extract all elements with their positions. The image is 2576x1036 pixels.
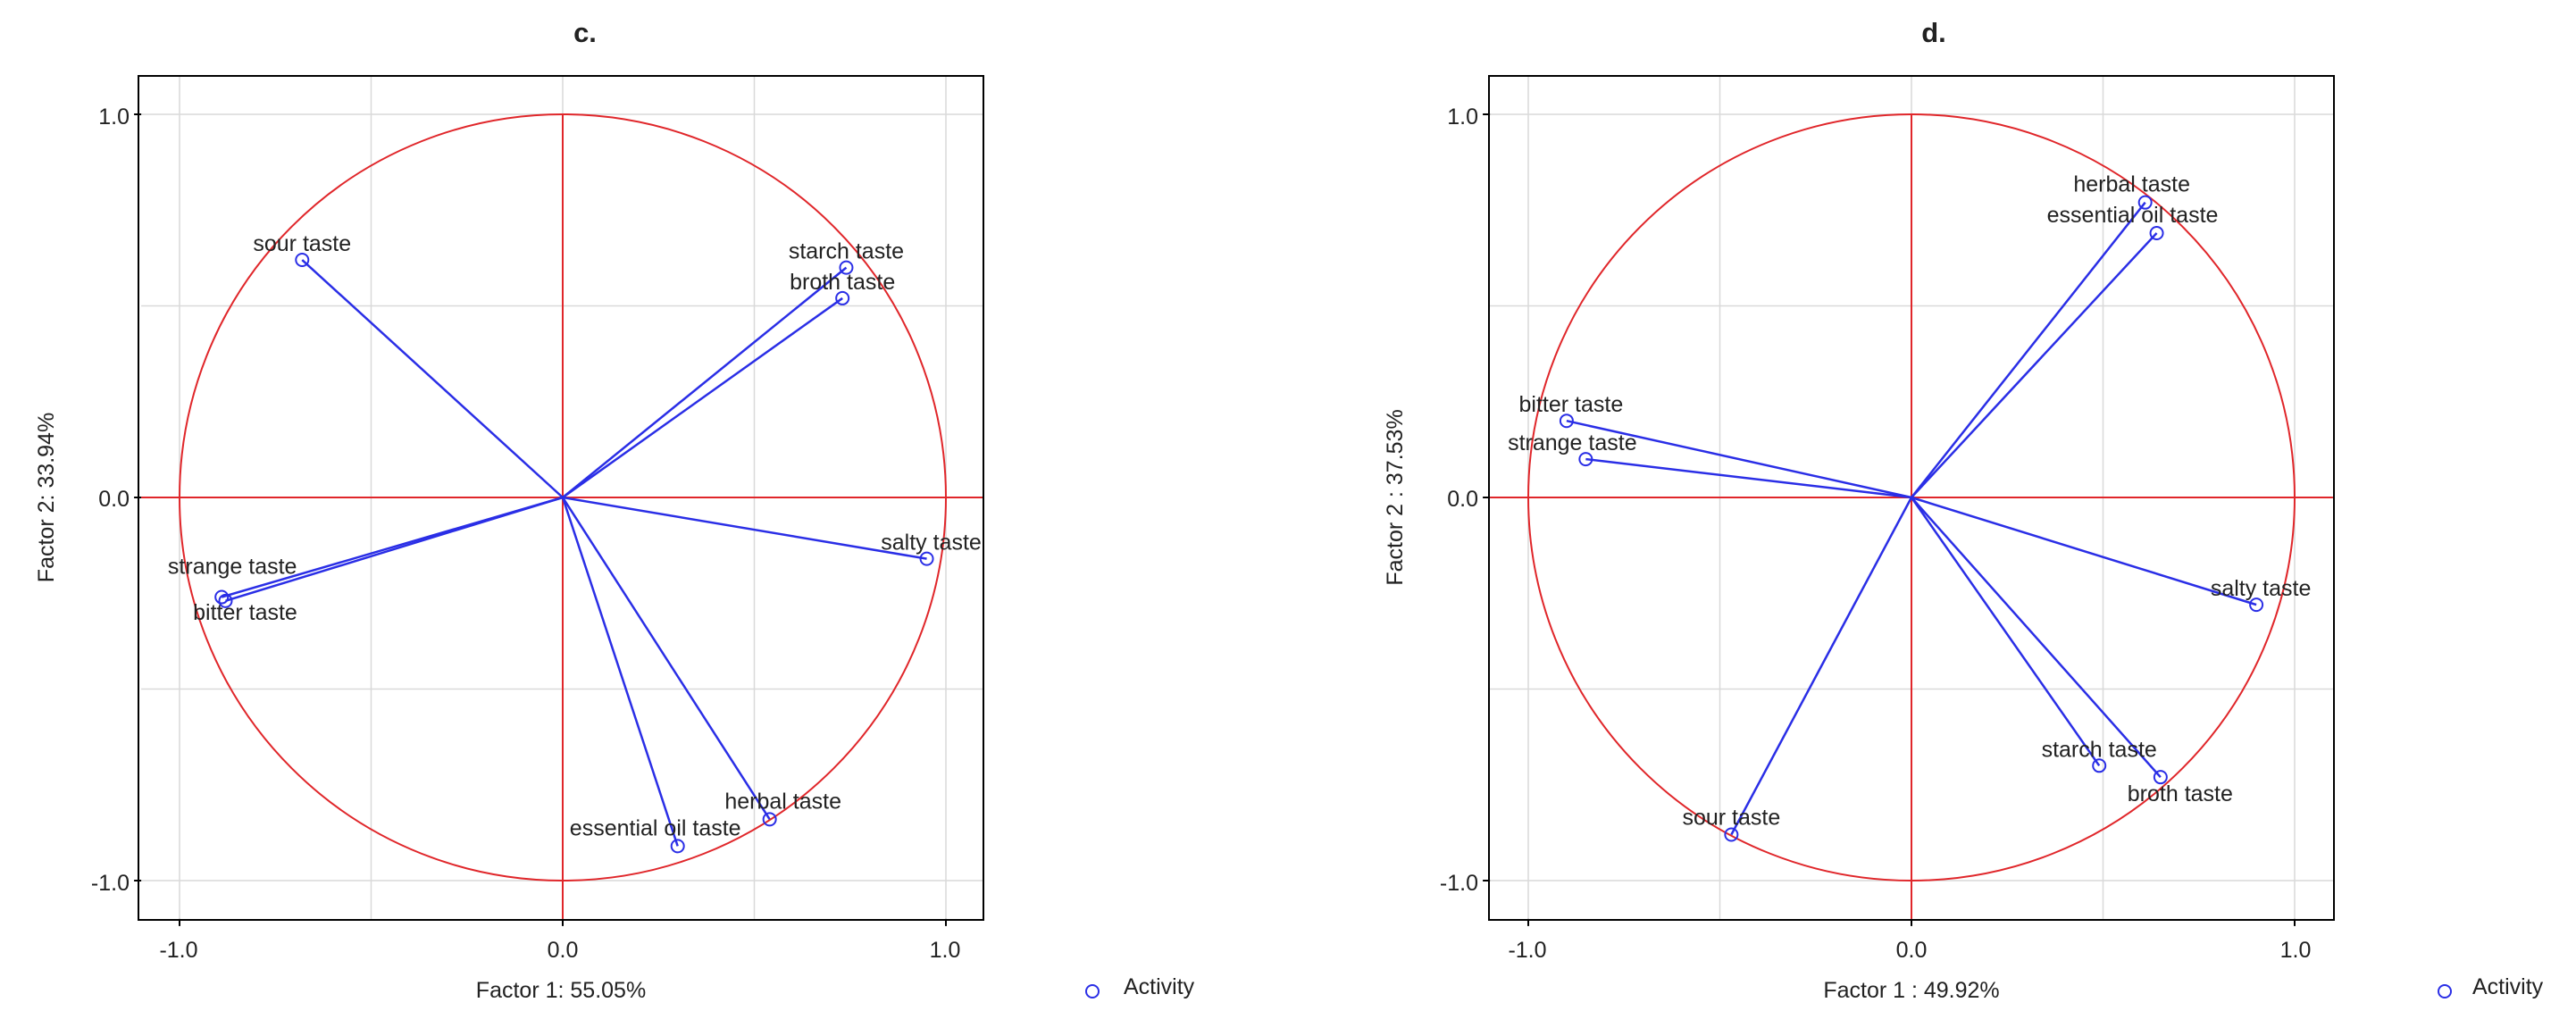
x-tick-label: 1.0 <box>930 938 961 963</box>
variable-label: sour taste <box>253 231 351 256</box>
variable-label: salty taste <box>2211 576 2312 601</box>
chart-title: d. <box>1921 17 1946 48</box>
vector-line <box>1911 497 2162 779</box>
variable-label: broth taste <box>790 270 895 295</box>
y-tick-label: -1.0 <box>91 871 130 896</box>
x-tick-label: 0.0 <box>548 938 579 963</box>
plot-frame <box>138 75 984 921</box>
variable-point <box>2153 770 2168 785</box>
chart-title: c. <box>573 17 597 48</box>
variable-point <box>218 593 233 608</box>
chart-panel-d: d. herbal taste essential oil taste bitter… <box>1383 17 2544 1003</box>
legend-marker <box>2438 984 2452 998</box>
variable-point <box>762 812 777 827</box>
variable-point <box>1559 414 1574 429</box>
variable-label: bitter taste <box>193 600 297 625</box>
legend-label: Activity <box>1124 974 1195 999</box>
y-tick-label: 1.0 <box>98 104 130 130</box>
variable-point <box>2137 195 2153 210</box>
variable-point <box>1578 452 1593 467</box>
vector-line <box>562 266 848 498</box>
variable-point <box>2249 597 2264 613</box>
variable-label: strange taste <box>1508 430 1637 455</box>
y-axis-label: Factor 2: 33.94% <box>34 413 59 582</box>
y-tick-label: 0.0 <box>1447 487 1478 512</box>
vector-line <box>1730 497 1913 836</box>
x-tick-label: 1.0 <box>2280 938 2312 963</box>
vector-line <box>1911 496 2257 606</box>
variable-point <box>2092 758 2107 773</box>
x-axis-label: Factor 1: 55.05% <box>476 978 646 1003</box>
chart-panel-c: c. sour taste starch taste broth taste stra… <box>34 17 1195 1003</box>
variable-label: starch taste <box>2042 737 2157 762</box>
variable-point <box>839 260 854 275</box>
x-tick-label: -1.0 <box>159 938 197 963</box>
variable-label: salty taste <box>881 531 982 556</box>
variable-label: strange taste <box>168 555 297 580</box>
variable-label: herbal taste <box>2073 172 2190 197</box>
y-axis-label: Factor 2 : 37.53% <box>1383 409 1408 585</box>
legend-label: Activity <box>2472 974 2544 999</box>
vector-line <box>1585 457 1912 499</box>
variable-label: starch taste <box>789 239 904 264</box>
variable-point <box>670 839 685 854</box>
vector-line <box>1911 201 2146 498</box>
plot-frame <box>1488 75 2335 921</box>
vector-line <box>562 496 927 560</box>
vector-line <box>1910 497 2101 767</box>
variable-label: broth taste <box>2128 781 2233 806</box>
y-tick-label: -1.0 <box>1440 871 1478 896</box>
variable-label: herbal taste <box>724 789 841 814</box>
y-tick-label: 0.0 <box>98 487 130 512</box>
variable-label: bitter taste <box>1519 392 1624 417</box>
variable-point <box>835 290 850 305</box>
variable-point <box>919 551 934 566</box>
vector-line <box>301 259 564 498</box>
variable-point <box>295 253 310 268</box>
y-tick-label: 1.0 <box>1447 104 1478 130</box>
vector-line <box>1566 419 1912 499</box>
x-tick-label: -1.0 <box>1508 938 1546 963</box>
x-tick-label: 0.0 <box>1896 938 1928 963</box>
vector-line <box>225 496 564 603</box>
variable-point <box>1724 827 1739 842</box>
vector-line <box>561 497 771 821</box>
legend-marker <box>1085 984 1100 998</box>
x-axis-label: Factor 1 : 49.92% <box>1823 978 1999 1003</box>
variable-point <box>2149 225 2164 240</box>
variable-label: sour taste <box>1682 806 1780 831</box>
vector-line <box>1911 232 2158 498</box>
variable-label: essential oil taste <box>570 815 741 840</box>
vector-line <box>561 497 679 847</box>
vector-line <box>562 297 843 499</box>
variable-label: essential oil taste <box>2047 203 2219 228</box>
variable-point <box>214 589 230 605</box>
